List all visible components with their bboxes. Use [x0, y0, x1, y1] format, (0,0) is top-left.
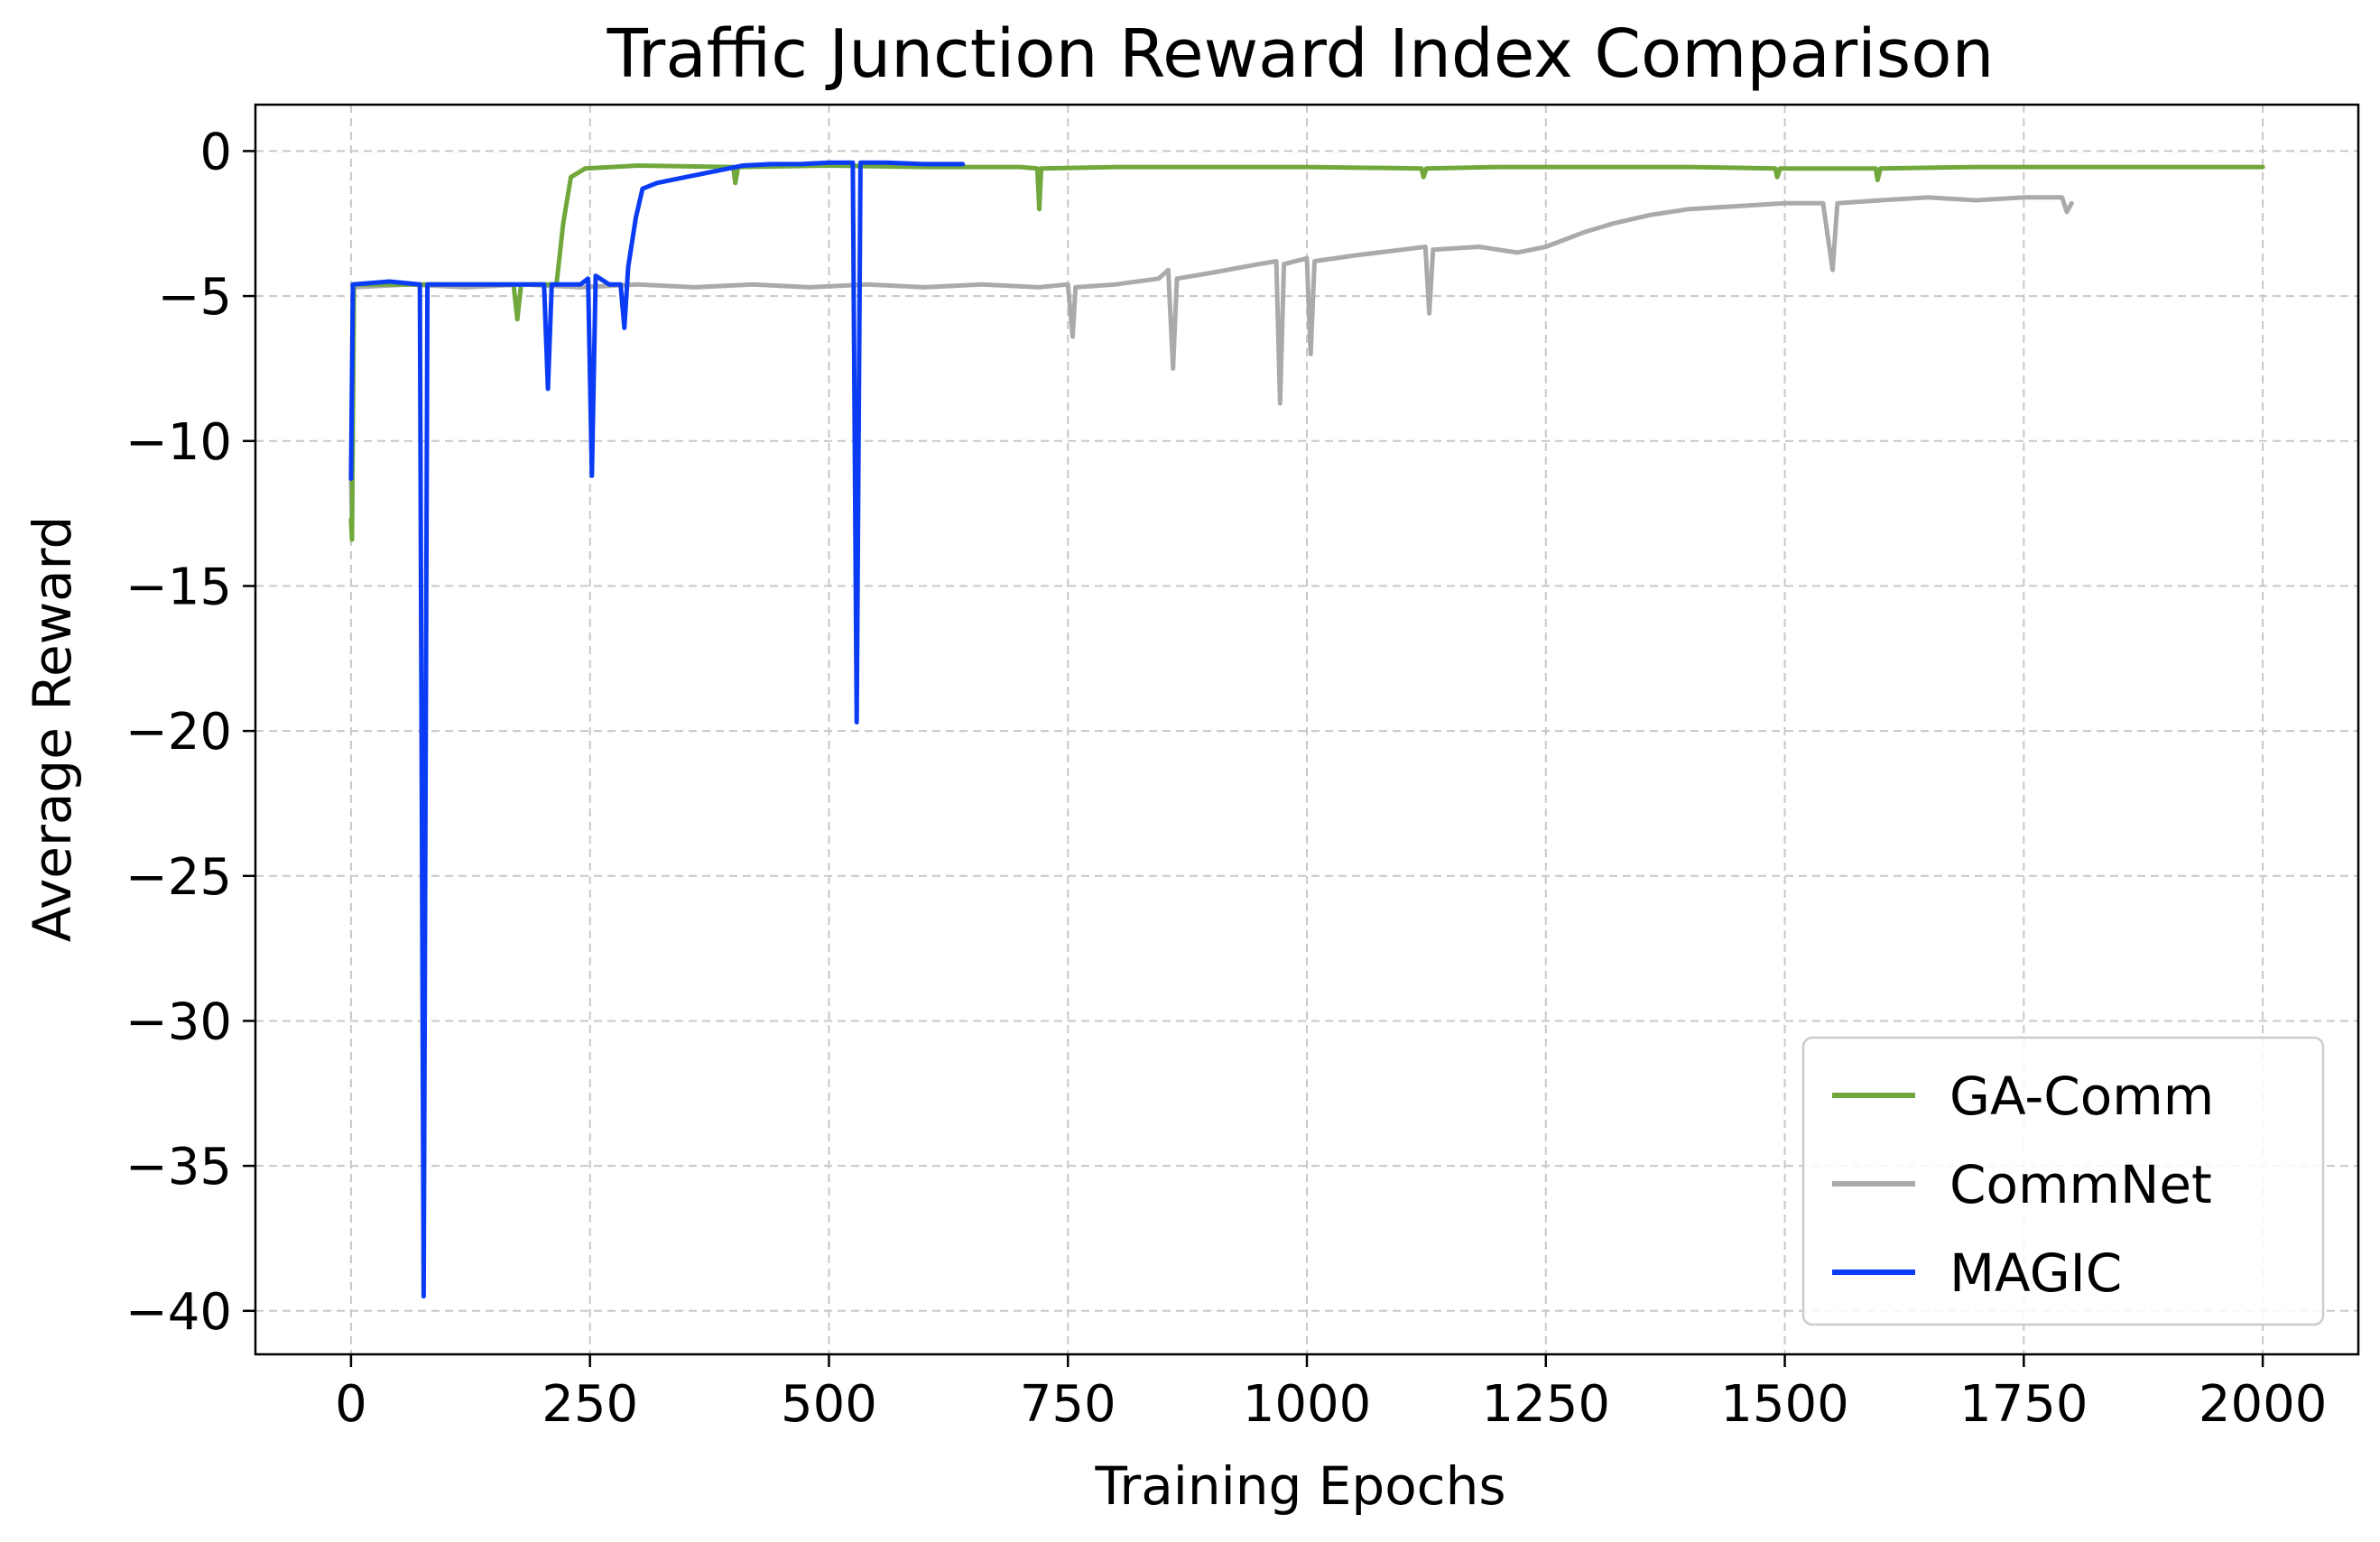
x-tick-label: 0 — [335, 1375, 367, 1434]
y-tick-label: −20 — [125, 703, 232, 762]
y-tick-label: −5 — [157, 268, 232, 327]
legend-label: CommNet — [1949, 1154, 2212, 1215]
x-tick-label: 2000 — [2199, 1375, 2328, 1434]
x-axis-label: Training Epochs — [1094, 1455, 1505, 1517]
series-line-commnet — [348, 195, 2074, 525]
x-tick-label: 250 — [542, 1375, 638, 1434]
y-tick-label: −10 — [125, 413, 232, 472]
legend-label: MAGIC — [1949, 1242, 2122, 1304]
x-tick-label: 500 — [781, 1375, 877, 1434]
chart-title: Traffic Junction Reward Index Comparison — [607, 15, 1995, 93]
x-tick-label: 1250 — [1482, 1375, 1611, 1434]
y-tick-label: 0 — [199, 123, 232, 181]
x-tick-label: 1000 — [1243, 1375, 1372, 1434]
legend-box — [1801, 1036, 2325, 1326]
y-tick-label: −35 — [125, 1138, 232, 1196]
series-lines — [348, 160, 2265, 1299]
y-axis-label: Average Reward — [22, 516, 83, 943]
axis-ticks: 0 250 500 750 1000 1250 1500 1750 2000 0 −5 −10 −15 −… — [125, 123, 2328, 1434]
y-tick-label: −25 — [125, 848, 232, 907]
x-tick-label: 1750 — [1959, 1375, 2088, 1434]
x-tick-label: 750 — [1020, 1375, 1116, 1434]
series-line-magic — [348, 160, 966, 1299]
legend: GA-Comm CommNet MAGIC — [1801, 1036, 2325, 1326]
x-tick-label: 1500 — [1720, 1375, 1849, 1434]
y-tick-label: −15 — [125, 558, 232, 616]
legend-label: GA-Comm — [1949, 1066, 2214, 1127]
y-tick-label: −40 — [125, 1283, 232, 1342]
y-tick-label: −30 — [125, 993, 232, 1051]
